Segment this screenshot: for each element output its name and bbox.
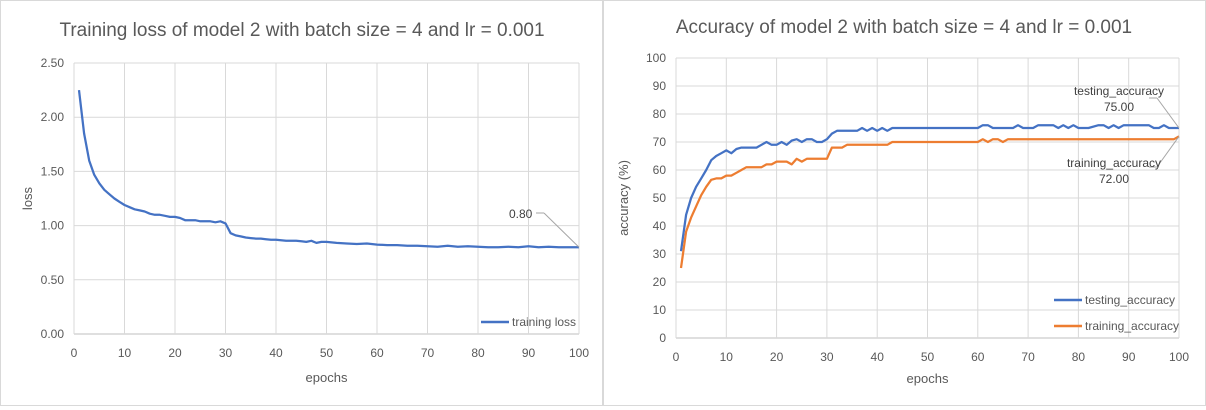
loss-x-tick-label: 0 <box>71 346 78 360</box>
acc-x-tick-label: 20 <box>770 350 784 364</box>
acc-annotation-value: 75.00 <box>1104 100 1134 114</box>
acc-legend-label: testing_accuracy <box>1085 293 1175 307</box>
loss-x-tick-label: 10 <box>118 346 132 360</box>
acc-x-tick-label: 70 <box>1021 350 1035 364</box>
loss-legend-label: training loss <box>512 315 576 329</box>
loss-x-tick-label: 20 <box>168 346 182 360</box>
loss-annotation-leader <box>543 212 580 248</box>
acc-x-tick-label: 50 <box>921 350 935 364</box>
loss-y-tick-label: 0.50 <box>41 273 65 287</box>
acc-x-tick-label: 90 <box>1122 350 1136 364</box>
loss-y-tick-label: 0.00 <box>41 327 65 341</box>
loss-x-axis-label: epochs <box>306 370 348 385</box>
acc-x-tick-label: 80 <box>1072 350 1086 364</box>
acc-y-tick-label: 40 <box>653 219 667 233</box>
acc-x-tick-label: 40 <box>871 350 885 364</box>
loss-x-tick-label: 60 <box>370 346 384 360</box>
accuracy-chart-panel: Accuracy of model 2 with batch size = 4 … <box>603 0 1206 406</box>
loss-x-tick-label: 100 <box>569 346 589 360</box>
loss-y-tick-label: 2.50 <box>41 56 65 70</box>
loss-y-tick-label: 2.00 <box>41 110 65 124</box>
loss-x-tick-label: 50 <box>320 346 334 360</box>
acc-y-tick-label: 30 <box>653 247 667 261</box>
acc-x-tick-label: 0 <box>673 350 680 364</box>
acc-legend-label: training_accuracy <box>1085 319 1179 333</box>
acc-annotation-leader <box>1156 97 1180 129</box>
acc-series-line-testing-accuracy <box>679 124 1179 252</box>
accuracy-chart: Accuracy of model 2 with batch size = 4 … <box>616 17 1189 386</box>
loss-x-tick-label: 40 <box>269 346 283 360</box>
loss-x-tick-label: 80 <box>471 346 485 360</box>
acc-annotation-label: training_accuracy <box>1067 156 1161 170</box>
acc-y-tick-label: 80 <box>653 107 667 121</box>
loss-x-tick-label: 90 <box>522 346 536 360</box>
acc-y-tick-label: 0 <box>659 331 666 345</box>
acc-y-axis-label: accuracy (%) <box>616 160 631 236</box>
acc-x-axis-label: epochs <box>907 371 949 386</box>
acc-y-tick-label: 90 <box>653 79 667 93</box>
acc-y-tick-label: 20 <box>653 275 667 289</box>
loss-y-tick-label: 1.50 <box>41 164 65 178</box>
acc-y-tick-label: 50 <box>653 191 667 205</box>
loss-y-tick-label: 1.00 <box>41 219 65 233</box>
loss-chart-panel: Training loss of model 2 with batch size… <box>0 0 603 406</box>
loss-annotation-value: 0.80 <box>509 207 533 221</box>
acc-y-tick-label: 10 <box>653 303 667 317</box>
acc-chart-title: Accuracy of model 2 with batch size = 4 … <box>676 17 1132 38</box>
acc-y-tick-label: 60 <box>653 163 667 177</box>
acc-annotation-label: testing_accuracy <box>1074 84 1164 98</box>
loss-chart-title: Training loss of model 2 with batch size… <box>59 20 544 41</box>
loss-x-tick-label: 70 <box>421 346 435 360</box>
acc-x-tick-label: 30 <box>820 350 834 364</box>
loss-chart: Training loss of model 2 with batch size… <box>20 20 589 385</box>
acc-x-tick-label: 60 <box>971 350 985 364</box>
loss-series-line-training-loss <box>77 89 579 249</box>
acc-y-tick-label: 70 <box>653 135 667 149</box>
acc-y-tick-label: 100 <box>646 51 666 65</box>
acc-series-line-training-accuracy <box>679 135 1180 269</box>
acc-annotation-value: 72.00 <box>1099 172 1129 186</box>
loss-y-axis-label: loss <box>20 186 35 210</box>
loss-x-tick-label: 30 <box>219 346 233 360</box>
acc-annotation-leader <box>1156 136 1180 168</box>
acc-x-tick-label: 100 <box>1169 350 1189 364</box>
acc-x-tick-label: 10 <box>720 350 734 364</box>
